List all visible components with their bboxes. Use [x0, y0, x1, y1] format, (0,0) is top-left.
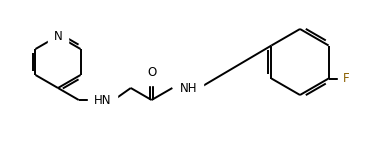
- Text: NH: NH: [180, 81, 197, 94]
- Text: O: O: [147, 66, 156, 80]
- Text: N: N: [53, 30, 62, 42]
- Text: HN: HN: [94, 93, 111, 106]
- Text: F: F: [343, 72, 350, 85]
